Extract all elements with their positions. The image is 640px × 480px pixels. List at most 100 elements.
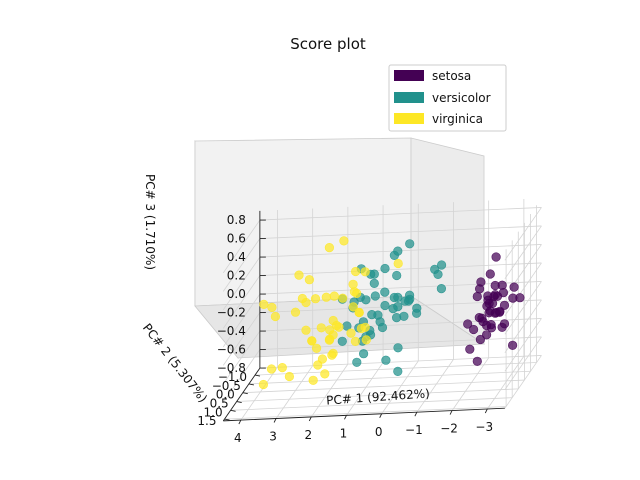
point-virginica xyxy=(332,320,342,331)
point-virginica xyxy=(277,363,287,373)
y-tick-label: 1.5 xyxy=(197,414,216,428)
x-tick-label: 3 xyxy=(269,430,277,444)
point-setosa xyxy=(497,322,507,332)
grid-line-z-right xyxy=(504,225,542,279)
point-virginica xyxy=(259,299,269,310)
point-virginica xyxy=(308,375,318,385)
grid-line-z-back xyxy=(259,336,542,350)
x-tick xyxy=(273,418,277,423)
point-virginica xyxy=(393,258,403,269)
grid-line-x-floor xyxy=(486,355,525,410)
legend-label-virginica: virginica xyxy=(432,112,483,126)
grid-line-z-left xyxy=(222,219,261,274)
z-axis-label: PC# 3 (1.710%) xyxy=(143,174,157,270)
x-tick-label: 1 xyxy=(340,426,348,440)
legend-swatch-versicolor xyxy=(394,92,424,103)
point-virginica xyxy=(284,371,295,382)
point-versicolor xyxy=(400,296,410,306)
y-tick xyxy=(230,409,236,412)
point-virginica xyxy=(270,311,281,322)
grid-line-x-floor xyxy=(381,360,419,414)
x-tick xyxy=(414,411,418,417)
y-tick-label: −1.0 xyxy=(218,370,247,384)
grid-line-z-left xyxy=(222,256,261,311)
point-versicolor xyxy=(433,269,443,280)
z-tick-label: 0.6 xyxy=(227,232,246,246)
y-tick xyxy=(224,418,230,421)
grid-line-z-right xyxy=(504,281,542,335)
x-axis-line xyxy=(223,407,505,422)
point-setosa xyxy=(490,280,500,291)
point-virginica xyxy=(304,275,315,285)
y-tick-label: −0.5 xyxy=(212,379,241,393)
point-setosa xyxy=(489,291,499,302)
y-tick-label: 0.0 xyxy=(216,388,235,402)
legend-swatch-setosa xyxy=(394,70,424,81)
y-tick xyxy=(248,383,254,386)
point-virginica xyxy=(258,379,269,390)
z-tick-label: 0.4 xyxy=(227,250,246,264)
legend-label-setosa: setosa xyxy=(432,69,471,83)
point-versicolor xyxy=(359,349,369,359)
point-virginica xyxy=(351,266,361,277)
grid-line-x-floor xyxy=(240,367,278,421)
point-virginica xyxy=(346,328,356,338)
point-virginica xyxy=(348,279,358,289)
z-tick-label: 0.0 xyxy=(227,287,246,301)
point-setosa xyxy=(495,307,505,317)
chart-title: Score plot xyxy=(290,35,366,53)
point-virginica xyxy=(297,293,308,304)
y-tick xyxy=(242,392,248,395)
point-versicolor xyxy=(380,300,390,311)
point-virginica xyxy=(338,293,348,303)
point-virginica xyxy=(307,336,317,346)
point-setosa xyxy=(498,288,509,298)
point-setosa xyxy=(491,252,501,262)
z-tick-label: −0.6 xyxy=(217,343,246,357)
point-virginica xyxy=(324,335,335,345)
point-virginica xyxy=(324,243,335,253)
point-virginica xyxy=(316,323,326,333)
point-versicolor xyxy=(392,313,402,323)
legend-swatch-virginica xyxy=(394,113,424,124)
point-virginica xyxy=(266,364,277,374)
point-versicolor xyxy=(380,263,390,274)
x-tick-label: 2 xyxy=(304,428,312,442)
z-tick-label: −0.2 xyxy=(217,306,246,320)
grid-line-y-floor xyxy=(242,379,525,394)
y-tick-label: 0.5 xyxy=(210,397,229,411)
grid-line-z-left xyxy=(222,238,261,292)
y-tick xyxy=(236,401,242,403)
z-tick-label: −0.4 xyxy=(217,324,246,338)
point-versicolor xyxy=(393,246,403,256)
z-tick-label: 0.2 xyxy=(227,269,246,283)
point-virginica xyxy=(361,335,371,345)
point-virginica xyxy=(339,236,349,246)
grid-line-y-floor xyxy=(230,397,513,411)
point-versicolor xyxy=(405,239,415,249)
point-virginica xyxy=(294,270,304,280)
point-versicolor xyxy=(375,317,385,327)
x-axis-label: PC# 1 (92.462%) xyxy=(326,386,430,407)
point-versicolor xyxy=(370,291,380,301)
point-setosa xyxy=(508,293,518,303)
point-setosa xyxy=(486,320,496,330)
grid-line-z-back xyxy=(259,207,542,221)
axes: 4 3 2 1 0 −1 −2 −3−1.0−0.50.00.51.01.50.80.60.4… xyxy=(197,210,505,445)
y-tick xyxy=(254,374,261,377)
point-virginica xyxy=(313,360,323,370)
point-virginica xyxy=(348,302,358,312)
legend-label-versicolor: versicolor xyxy=(432,91,491,105)
grid-line-x-floor xyxy=(310,363,349,418)
point-virginica xyxy=(349,287,360,297)
point-versicolor xyxy=(380,287,390,297)
grid-line-z-right xyxy=(504,207,542,261)
grid-line-z-left xyxy=(222,330,261,385)
point-setosa xyxy=(475,334,486,345)
grid-line-z-back xyxy=(259,225,542,239)
grid-line-z-right xyxy=(504,355,542,409)
point-versicolor xyxy=(389,292,399,303)
x-tick xyxy=(238,419,242,425)
grid-line-z-right xyxy=(504,336,542,390)
